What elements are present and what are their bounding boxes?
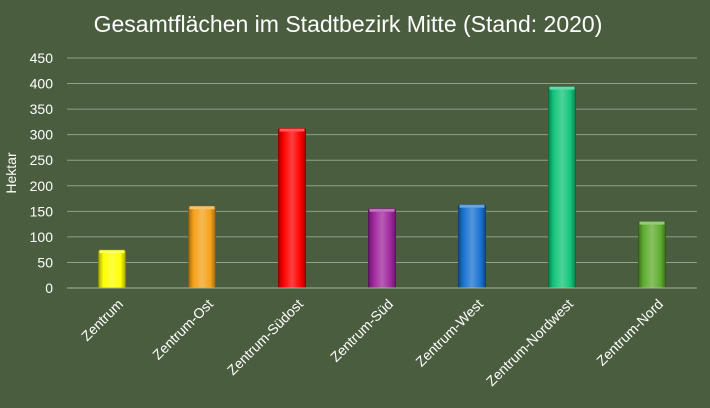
y-tick-label: 150	[30, 203, 54, 219]
y-axis-ticks: 0 50 100 150 200 250 300 350 400 450	[30, 50, 54, 296]
x-tick-label: Zentrum-Nord	[593, 296, 666, 369]
bar-top-highlight	[639, 221, 665, 225]
bar-top-highlight	[549, 86, 575, 90]
bar-zentrum-nordwest	[548, 86, 576, 289]
y-tick-label: 450	[30, 50, 54, 66]
x-tick-label: Zentrum	[78, 296, 126, 344]
x-tick-label: Zentrum-Ost	[149, 296, 216, 363]
x-tick-label: Zentrum-Südost	[224, 296, 306, 378]
y-tick-label: 250	[30, 152, 54, 168]
bar-top-highlight	[99, 250, 125, 254]
x-tick-label: Zentrum-Süd	[327, 296, 396, 365]
x-axis-categories: Zentrum Zentrum-Ost Zentrum-Südost Zentrum-…	[78, 296, 666, 389]
bar-zentrum-s-dost	[278, 128, 306, 289]
y-tick-label: 50	[37, 254, 53, 270]
y-tick-label: 300	[30, 127, 54, 143]
bar-zentrum	[98, 249, 126, 289]
bar-top-highlight	[369, 208, 395, 212]
gridlines	[67, 57, 697, 263]
y-tick-label: 200	[30, 178, 54, 194]
x-tick-label: Zentrum-Nordwest	[483, 296, 576, 389]
y-tick-label: 350	[30, 101, 54, 117]
y-axis-label: Hektar	[3, 152, 19, 194]
bar-zentrum-ost	[188, 205, 216, 289]
x-tick-label: Zentrum-West	[412, 296, 486, 370]
bar-top-highlight	[459, 204, 485, 208]
bar-zentrum-nord	[638, 221, 666, 289]
bars	[98, 86, 666, 289]
bar-zentrum-west	[458, 204, 486, 289]
y-tick-label: 400	[30, 76, 54, 92]
chart-title: Gesamtflächen im Stadtbezirk Mitte (Stan…	[94, 11, 603, 37]
bar-top-highlight	[189, 206, 215, 210]
bar-zentrum-s-d	[368, 208, 396, 289]
y-tick-label: 100	[30, 229, 54, 245]
bar-top-highlight	[279, 128, 305, 132]
y-tick-label: 0	[45, 280, 53, 296]
